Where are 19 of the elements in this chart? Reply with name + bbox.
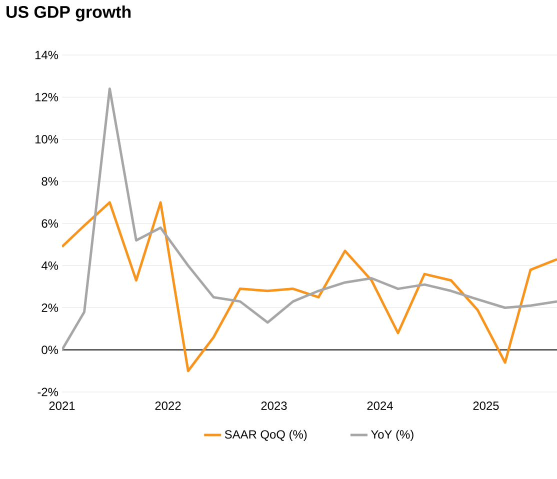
y-tick-label: -2% (38, 388, 58, 396)
x-tick-label: 2021 (49, 402, 75, 410)
legend-label: SAAR QoQ (%) (224, 430, 307, 442)
chart-title: US GDP growth (6, 6, 131, 22)
line-series (62, 87, 557, 352)
y-tick-label: 4% (41, 261, 58, 270)
line-series (62, 201, 557, 372)
x-tick-label: 2024 (367, 402, 393, 410)
y-tick-label: 6% (42, 219, 58, 228)
legend-label: YoY (%) (370, 430, 414, 442)
y-tick-label: 14% (35, 50, 58, 60)
x-tick-label: 2025 (473, 402, 499, 410)
y-tick-label: 2% (42, 304, 58, 312)
y-tick-label: 12% (35, 92, 58, 102)
x-tick-label: 2022 (155, 402, 181, 410)
x-tick-label: 2023 (261, 402, 287, 410)
y-tick-label: 10% (35, 135, 58, 144)
y-tick-label: 8% (42, 177, 58, 186)
y-tick-label: 0% (42, 346, 58, 354)
